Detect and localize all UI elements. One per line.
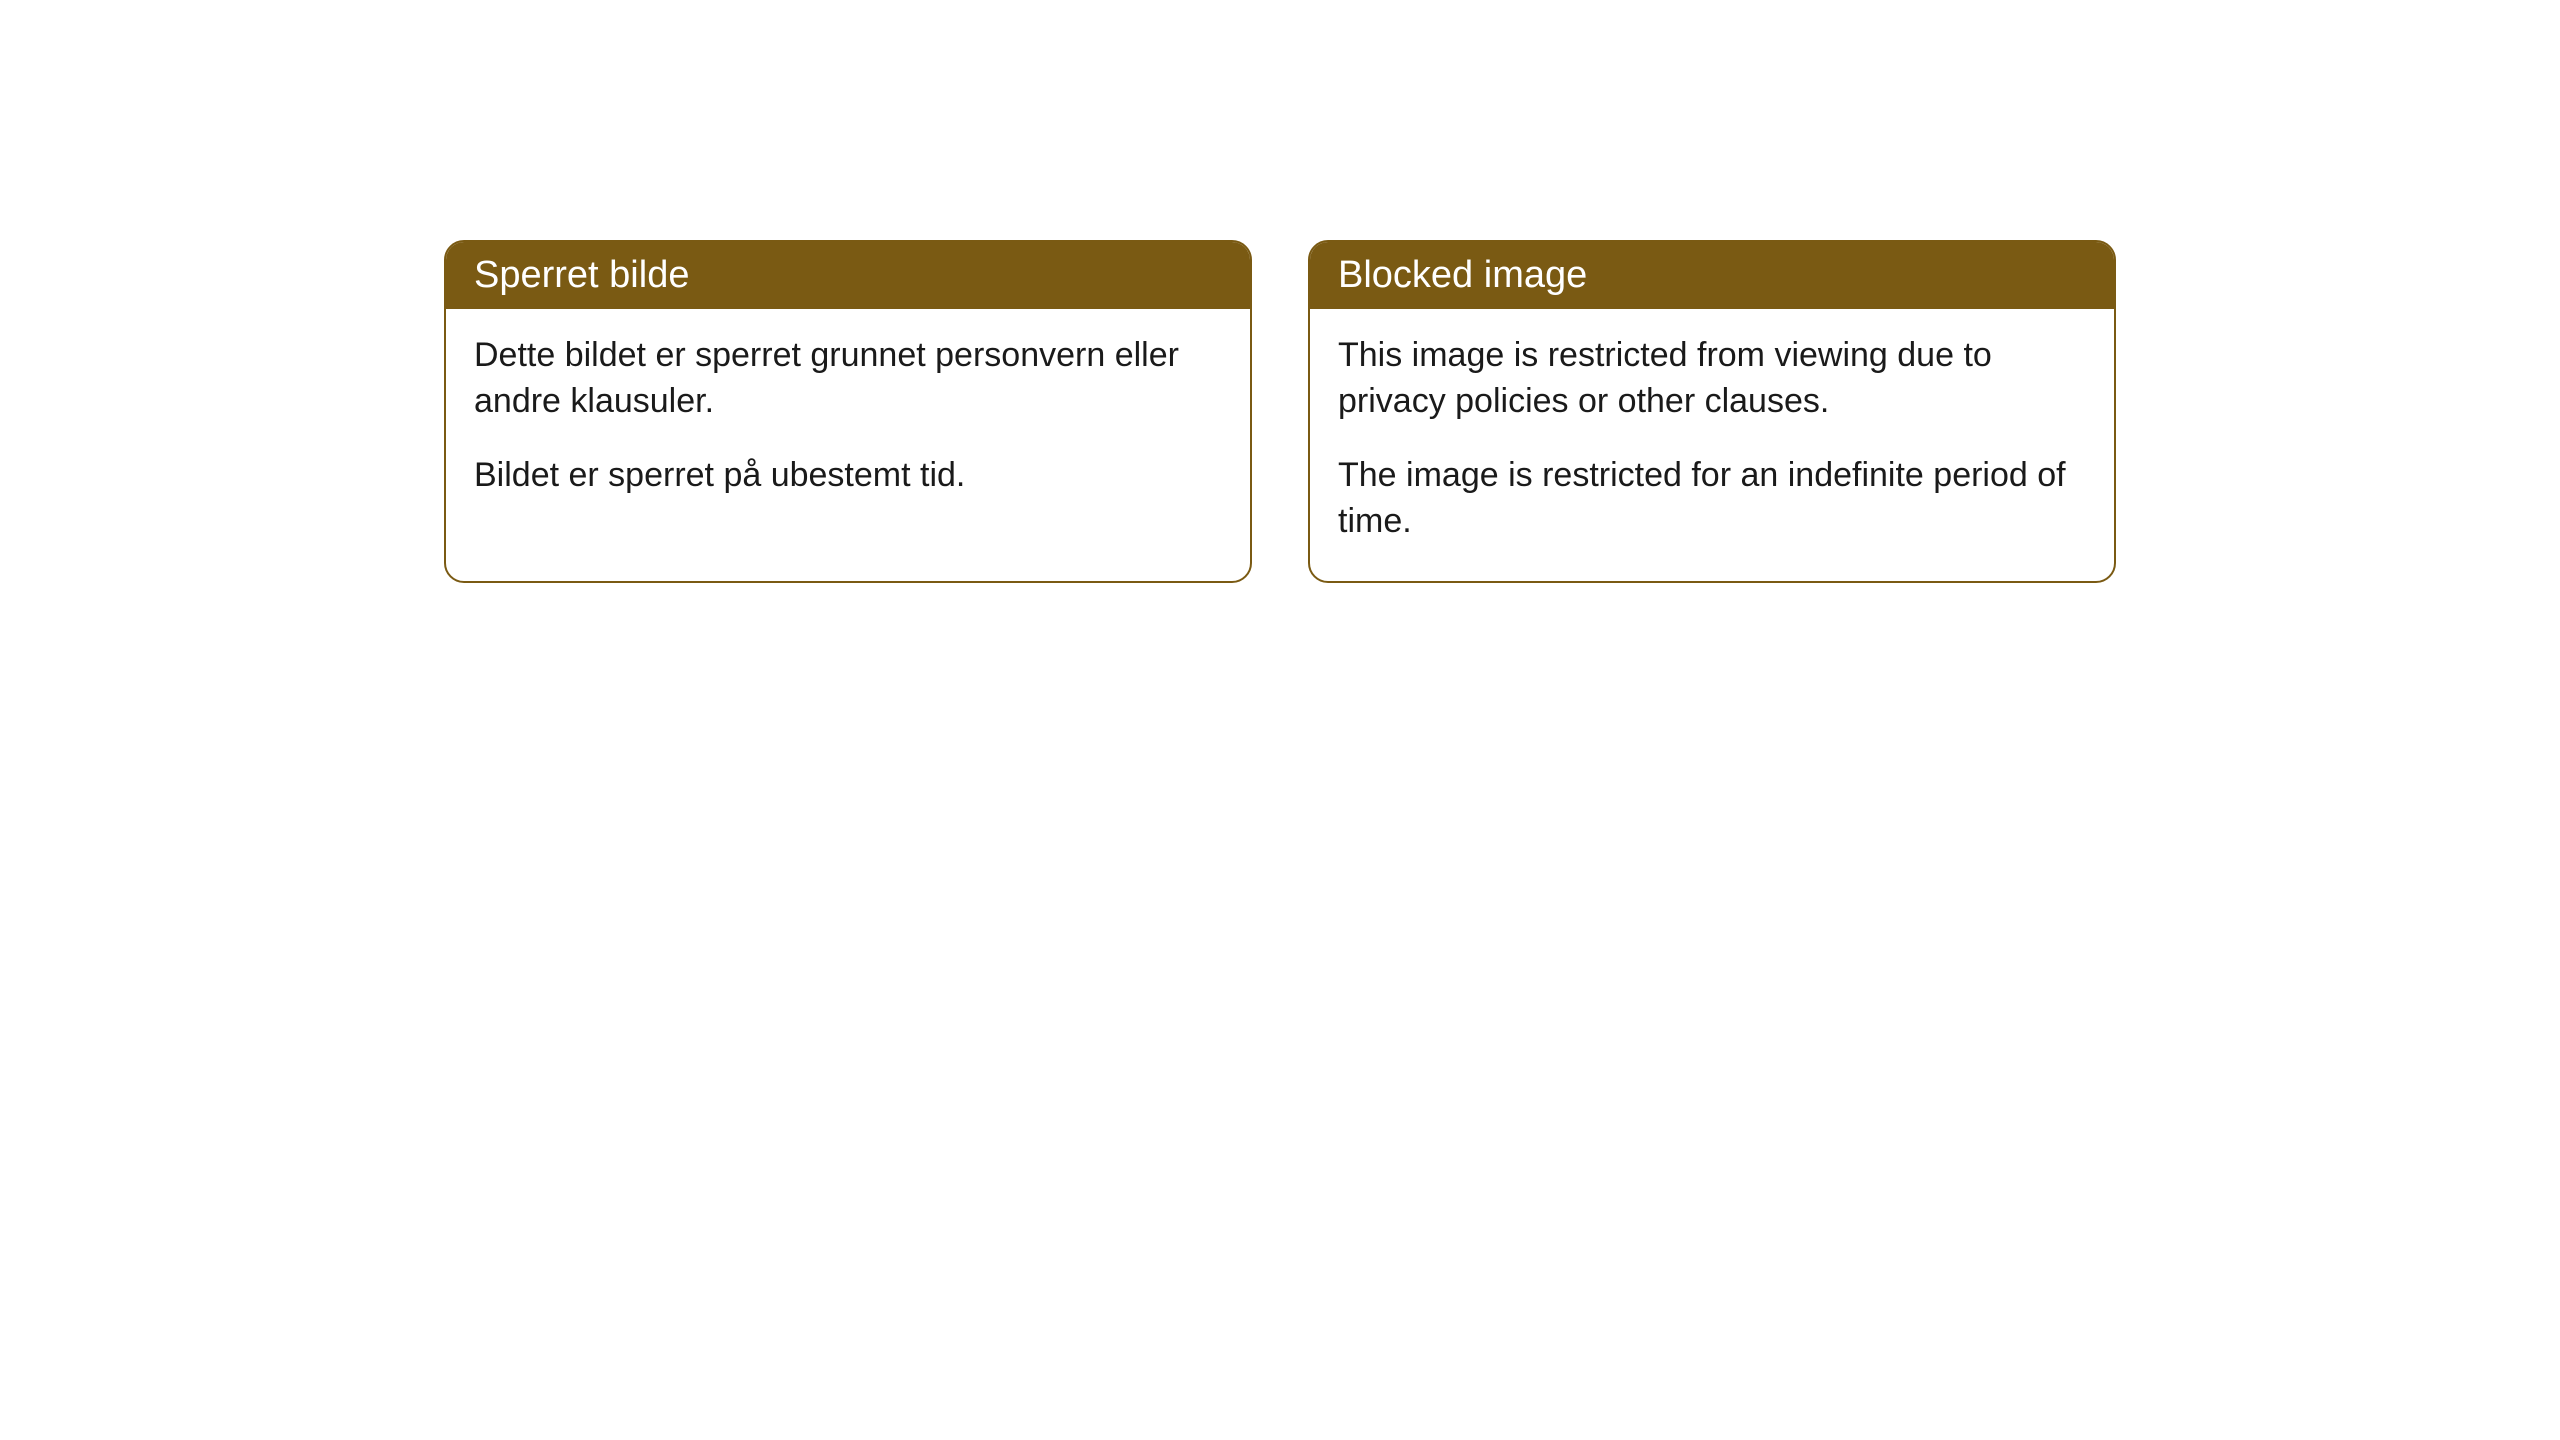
card-paragraph-1: Dette bildet er sperret grunnet personve…	[474, 333, 1222, 425]
card-header-english: Blocked image	[1310, 242, 2114, 309]
card-title: Sperret bilde	[474, 254, 689, 296]
card-body-norwegian: Dette bildet er sperret grunnet personve…	[446, 309, 1250, 535]
card-paragraph-1: This image is restricted from viewing du…	[1338, 333, 2086, 425]
blocked-image-card-english: Blocked image This image is restricted f…	[1308, 240, 2116, 583]
blocked-image-card-norwegian: Sperret bilde Dette bildet er sperret gr…	[444, 240, 1252, 583]
card-title: Blocked image	[1338, 254, 1587, 296]
notice-cards-container: Sperret bilde Dette bildet er sperret gr…	[444, 240, 2116, 583]
card-header-norwegian: Sperret bilde	[446, 242, 1250, 309]
card-paragraph-2: The image is restricted for an indefinit…	[1338, 453, 2086, 545]
card-body-english: This image is restricted from viewing du…	[1310, 309, 2114, 581]
card-paragraph-2: Bildet er sperret på ubestemt tid.	[474, 453, 1222, 499]
